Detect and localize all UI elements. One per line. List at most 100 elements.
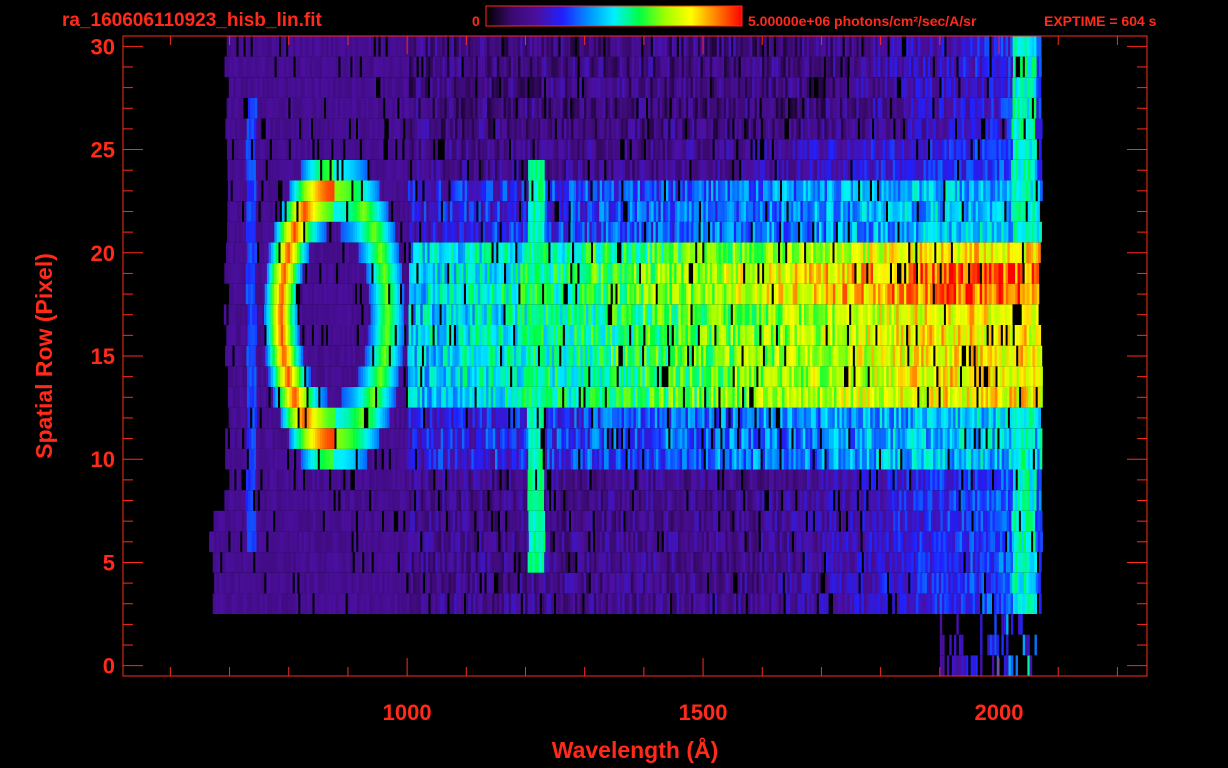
heatmap-cell	[1005, 469, 1009, 491]
heatmap-cell	[847, 448, 851, 470]
heatmap-cell	[273, 366, 276, 387]
heatmap-cell	[318, 304, 322, 325]
heatmap-cell	[626, 304, 629, 325]
heatmap-cell	[574, 407, 577, 429]
heatmap-cell	[642, 407, 646, 429]
heatmap-cell	[799, 593, 803, 614]
heatmap-cell	[354, 490, 358, 511]
heatmap-cell	[836, 572, 840, 594]
heatmap-cell	[458, 407, 461, 429]
heatmap-cell	[490, 345, 493, 367]
heatmap-cell	[847, 552, 850, 573]
heatmap-cell	[1016, 366, 1020, 387]
heatmap-cell	[841, 531, 844, 553]
heatmap-cell	[473, 490, 476, 511]
heatmap-cell	[1002, 531, 1005, 553]
heatmap-cell	[725, 304, 729, 325]
heatmap-cell	[587, 345, 590, 367]
heatmap-cell	[571, 387, 574, 408]
heatmap-cell	[491, 572, 494, 594]
heatmap-cell	[441, 407, 445, 429]
heatmap-cell	[482, 593, 486, 614]
heatmap-cell	[563, 428, 567, 449]
heatmap-cell	[469, 572, 473, 594]
heatmap-cell	[399, 469, 403, 491]
heatmap-cell	[322, 531, 326, 553]
heatmap-cell	[878, 345, 882, 367]
heatmap-cell	[952, 510, 955, 532]
heatmap-cell	[810, 510, 813, 532]
heatmap-cell	[692, 572, 696, 594]
heatmap-cell	[241, 510, 245, 532]
heatmap-cell	[587, 387, 591, 408]
heatmap-cell	[235, 572, 239, 594]
heatmap-cell	[228, 366, 231, 387]
heatmap-cell	[458, 283, 462, 305]
heatmap-cell	[484, 283, 488, 305]
heatmap-cell	[959, 531, 963, 553]
heatmap-cell	[664, 572, 667, 594]
heatmap-cell	[413, 325, 416, 346]
heatmap-cell	[566, 387, 570, 408]
heatmap-cell	[908, 325, 911, 346]
heatmap-cell	[322, 345, 325, 367]
heatmap-cell	[321, 593, 325, 614]
heatmap-cell	[518, 593, 521, 614]
heatmap-cell	[449, 552, 453, 573]
heatmap-cell	[937, 345, 941, 367]
heatmap-cell	[622, 469, 625, 491]
heatmap-cell	[641, 490, 644, 511]
heatmap-cell	[634, 448, 638, 470]
heatmap-cell	[674, 469, 678, 491]
heatmap-cell	[492, 448, 496, 470]
heatmap-cell	[468, 593, 472, 614]
heatmap-cell	[977, 469, 981, 491]
heatmap-cell	[514, 387, 518, 408]
heatmap-cell	[821, 448, 825, 470]
heatmap-cell	[838, 345, 841, 367]
heatmap-cell	[581, 490, 585, 511]
heatmap-cell	[808, 531, 811, 553]
heatmap-cell	[323, 490, 327, 511]
heatmap-cell	[844, 572, 847, 594]
heatmap-cell	[521, 510, 524, 532]
heatmap-cell	[777, 366, 781, 387]
heatmap-cell	[405, 531, 409, 553]
heatmap-cell	[523, 448, 527, 470]
heatmap-cell	[790, 345, 794, 367]
heatmap-cell	[423, 283, 426, 305]
heatmap-cell	[431, 510, 435, 532]
heatmap-cell	[487, 469, 491, 491]
heatmap-cell	[802, 593, 805, 614]
heatmap-cell	[445, 531, 449, 553]
heatmap-cell	[901, 325, 904, 346]
heatmap-cell	[656, 345, 659, 367]
heatmap-cell	[540, 345, 543, 367]
heatmap-cell	[461, 552, 464, 573]
heatmap-cell	[686, 469, 689, 491]
heatmap-cell	[882, 469, 886, 491]
heatmap-cell	[267, 345, 271, 367]
heatmap-cell	[1027, 428, 1031, 449]
heatmap-cell	[841, 510, 844, 532]
heatmap-cell	[446, 490, 450, 511]
heatmap-cell	[508, 469, 512, 491]
heatmap-cell	[1008, 428, 1012, 449]
heatmap-cell	[876, 345, 879, 367]
heatmap-cell	[358, 531, 361, 553]
heatmap-cell	[997, 366, 1001, 387]
heatmap-cell	[810, 531, 814, 553]
heatmap-cell	[837, 407, 840, 429]
heatmap-cell	[784, 572, 788, 594]
heatmap-cell	[713, 387, 717, 408]
heatmap-cell	[347, 593, 351, 614]
heatmap-cell	[964, 366, 968, 387]
heatmap-cell	[954, 366, 958, 387]
heatmap-cell	[634, 552, 637, 573]
heatmap-cell	[711, 387, 714, 408]
heatmap-cell	[895, 345, 898, 367]
heatmap-cell	[781, 448, 785, 470]
heatmap-cell	[556, 428, 560, 449]
heatmap-cell	[404, 283, 408, 305]
heatmap-cell	[613, 510, 617, 532]
